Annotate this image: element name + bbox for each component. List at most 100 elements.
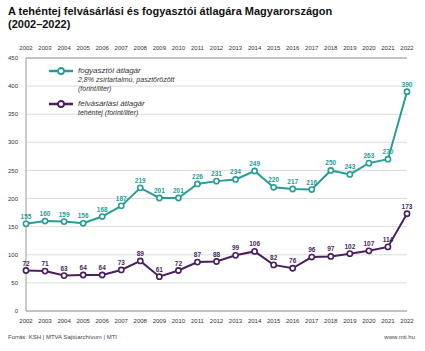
svg-text:64: 64 — [99, 264, 107, 271]
svg-text:2015: 2015 — [267, 318, 281, 324]
svg-text:2016: 2016 — [286, 318, 300, 324]
svg-text:270: 270 — [383, 148, 394, 155]
svg-text:61: 61 — [156, 266, 164, 273]
html-text:(forint/liter): (forint/liter) — [78, 85, 112, 92]
svg-text:2009: 2009 — [153, 318, 167, 324]
svg-text:100: 100 — [8, 252, 19, 258]
svg-text:2006: 2006 — [96, 45, 110, 51]
svg-text:217: 217 — [287, 178, 298, 185]
svg-text:2002: 2002 — [19, 318, 33, 324]
svg-text:2017: 2017 — [305, 45, 319, 51]
svg-text:350: 350 — [8, 111, 19, 117]
svg-text:2019: 2019 — [343, 45, 357, 51]
svg-text:2022: 2022 — [400, 45, 414, 51]
svg-text:2005: 2005 — [76, 318, 90, 324]
html-text:(2002–2022): (2002–2022) — [8, 18, 71, 30]
svg-text:2007: 2007 — [115, 318, 129, 324]
svg-text:2019: 2019 — [343, 318, 357, 324]
svg-text:234: 234 — [230, 168, 241, 175]
svg-text:390: 390 — [402, 81, 413, 88]
svg-text:231: 231 — [211, 170, 222, 177]
svg-text:82: 82 — [270, 254, 278, 261]
html-text:2,8% zsírtartalmú, pasztőrözöt: 2,8% zsírtartalmú, pasztőrözött — [78, 76, 175, 83]
svg-text:160: 160 — [40, 210, 51, 217]
svg-text:2010: 2010 — [172, 45, 186, 51]
svg-text:2021: 2021 — [381, 45, 395, 51]
svg-text:300: 300 — [8, 139, 19, 145]
svg-text:2009: 2009 — [153, 45, 167, 51]
svg-text:2021: 2021 — [381, 318, 395, 324]
svg-text:159: 159 — [59, 211, 70, 218]
svg-text:63: 63 — [60, 265, 68, 272]
svg-text:88: 88 — [213, 251, 221, 258]
svg-text:107: 107 — [363, 240, 374, 247]
svg-text:2008: 2008 — [134, 45, 148, 51]
svg-text:168: 168 — [97, 206, 108, 213]
svg-text:156: 156 — [78, 212, 89, 219]
svg-text:2006: 2006 — [96, 318, 110, 324]
svg-text:2017: 2017 — [305, 318, 319, 324]
svg-text:201: 201 — [154, 187, 165, 194]
svg-text:155: 155 — [21, 213, 32, 220]
svg-text:71: 71 — [41, 260, 49, 267]
svg-text:150: 150 — [8, 224, 19, 230]
svg-text:72: 72 — [175, 260, 183, 267]
svg-text:450: 450 — [8, 55, 19, 61]
svg-text:2008: 2008 — [134, 318, 148, 324]
svg-text:73: 73 — [118, 259, 126, 266]
html-text:fogyasztói átlagár: fogyasztói átlagár — [78, 66, 141, 75]
svg-text:200: 200 — [8, 196, 19, 202]
svg-text:2011: 2011 — [191, 318, 205, 324]
svg-text:2007: 2007 — [115, 45, 129, 51]
svg-text:2013: 2013 — [229, 45, 243, 51]
svg-text:216: 216 — [306, 179, 317, 186]
svg-text:2012: 2012 — [210, 45, 224, 51]
svg-text:249: 249 — [249, 160, 260, 167]
svg-text:97: 97 — [327, 245, 335, 252]
svg-text:2002: 2002 — [19, 45, 33, 51]
svg-text:2010: 2010 — [172, 318, 186, 324]
svg-text:263: 263 — [363, 152, 374, 159]
svg-text:76: 76 — [289, 257, 297, 264]
svg-text:219: 219 — [135, 177, 146, 184]
svg-text:2011: 2011 — [191, 45, 205, 51]
svg-text:2003: 2003 — [38, 318, 52, 324]
svg-text:89: 89 — [137, 250, 145, 257]
svg-text:250: 250 — [8, 168, 19, 174]
svg-text:114: 114 — [383, 236, 394, 243]
svg-text:2022: 2022 — [400, 318, 414, 324]
svg-text:0: 0 — [15, 308, 19, 314]
html-text:A tehéntej felvásárlási és fog: A tehéntej felvásárlási és fogyasztói át… — [8, 5, 333, 17]
svg-text:50: 50 — [11, 280, 18, 286]
svg-text:96: 96 — [308, 246, 316, 253]
svg-text:2020: 2020 — [362, 45, 376, 51]
svg-text:400: 400 — [8, 83, 19, 89]
svg-text:2003: 2003 — [38, 45, 52, 51]
svg-text:87: 87 — [194, 251, 202, 258]
svg-text:243: 243 — [344, 163, 355, 170]
svg-text:106: 106 — [249, 240, 260, 247]
svg-text:99: 99 — [232, 244, 240, 251]
svg-text:250: 250 — [325, 159, 336, 166]
svg-text:64: 64 — [80, 264, 88, 271]
svg-text:72: 72 — [22, 260, 30, 267]
svg-text:2004: 2004 — [57, 45, 71, 51]
svg-text:2005: 2005 — [76, 45, 90, 51]
svg-text:187: 187 — [116, 195, 127, 202]
svg-text:2015: 2015 — [267, 45, 281, 51]
svg-text:2014: 2014 — [248, 318, 262, 324]
svg-text:201: 201 — [173, 187, 184, 194]
svg-text:2014: 2014 — [248, 45, 262, 51]
svg-text:102: 102 — [344, 243, 355, 250]
svg-text:226: 226 — [192, 173, 203, 180]
svg-text:2012: 2012 — [210, 318, 224, 324]
svg-text:220: 220 — [268, 176, 279, 183]
svg-text:2020: 2020 — [362, 318, 376, 324]
svg-text:2018: 2018 — [324, 45, 338, 51]
html-text:felvásárlási átlagár: felvásárlási átlagár — [78, 99, 145, 108]
svg-text:2018: 2018 — [324, 318, 338, 324]
svg-text:2016: 2016 — [286, 45, 300, 51]
svg-text:2013: 2013 — [229, 318, 243, 324]
svg-text:173: 173 — [402, 203, 413, 210]
svg-text:2004: 2004 — [57, 318, 71, 324]
